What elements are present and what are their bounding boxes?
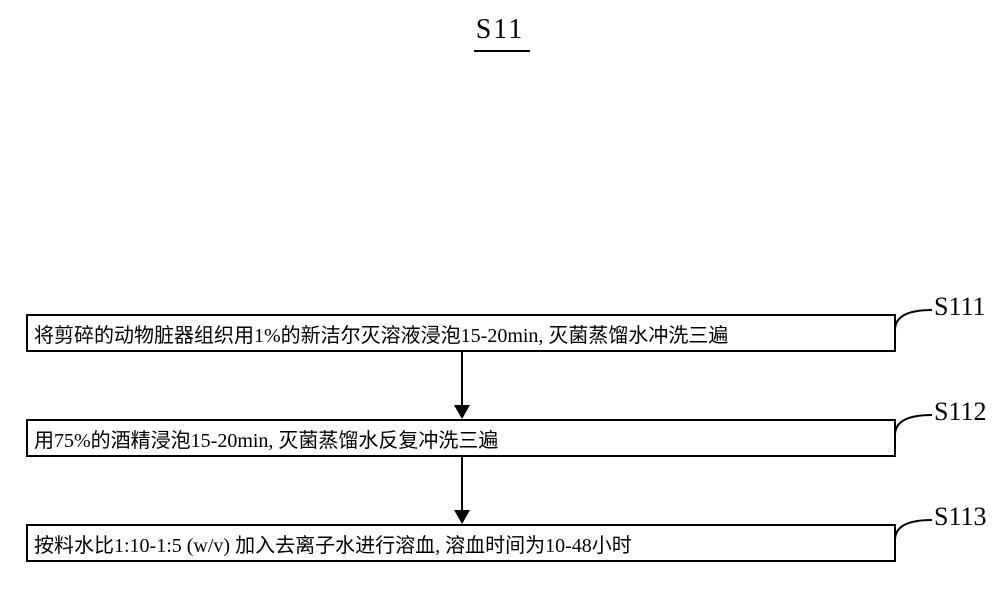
flowchart-canvas: S11 将剪碎的动物脏器组织用1%的新洁尔灭溶液浸泡15-20min, 灭菌蒸馏… [0, 0, 1000, 603]
step-label-text-s112: S112 [934, 397, 987, 426]
arrow-s112-s113 [461, 457, 463, 510]
arrow-s111-s112 [461, 352, 463, 405]
step-label-text-s111: S111 [934, 292, 986, 321]
step-text-s111: 将剪碎的动物脏器组织用1%的新洁尔灭溶液浸泡15-20min, 灭菌蒸馏水冲洗三… [34, 319, 728, 348]
step-label-s111: S111 [934, 292, 986, 322]
arrow-head-s111-s112 [454, 405, 470, 419]
title-underline [474, 50, 530, 52]
step-label-s113: S113 [934, 502, 987, 532]
step-label-s112: S112 [934, 397, 987, 427]
arrow-head-s112-s113 [454, 510, 470, 524]
step-box-s111: 将剪碎的动物脏器组织用1%的新洁尔灭溶液浸泡15-20min, 灭菌蒸馏水冲洗三… [26, 314, 896, 352]
step-text-s112: 用75%的酒精浸泡15-20min, 灭菌蒸馏水反复冲洗三遍 [34, 424, 498, 453]
step-text-s113: 按料水比1:10-1:5 (w/v) 加入去离子水进行溶血, 溶血时间为10-4… [34, 529, 632, 558]
step-box-s112: 用75%的酒精浸泡15-20min, 灭菌蒸馏水反复冲洗三遍 [26, 419, 896, 457]
step-box-s113: 按料水比1:10-1:5 (w/v) 加入去离子水进行溶血, 溶血时间为10-4… [26, 524, 896, 562]
diagram-title-text: S11 [476, 14, 525, 45]
step-label-text-s113: S113 [934, 502, 987, 531]
diagram-title: S11 [0, 14, 1000, 46]
